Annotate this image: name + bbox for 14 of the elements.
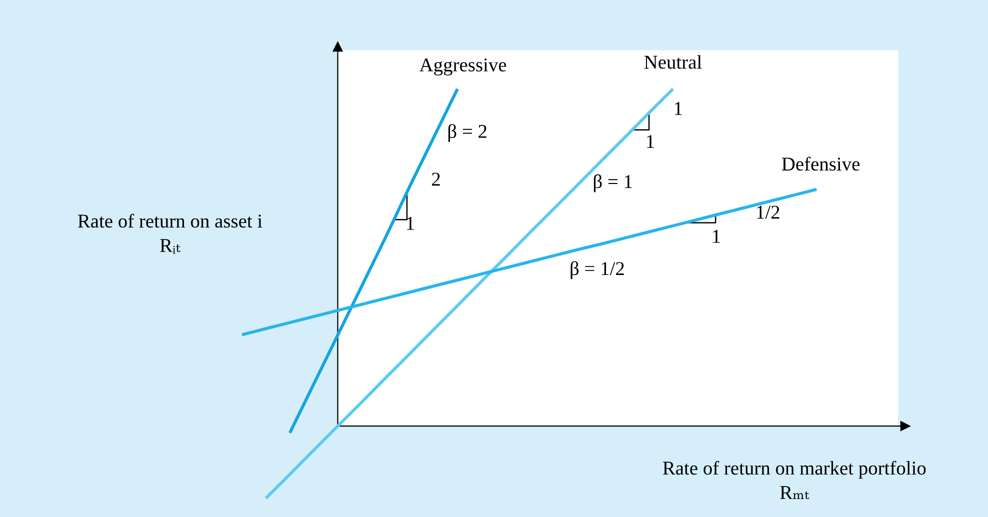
series-label: Defensive <box>782 156 860 171</box>
annotation: 1 <box>713 230 720 243</box>
annotation: β = 2 <box>448 124 486 142</box>
annotation: 1 <box>647 135 654 148</box>
x-axis-title: Rate of return on market portfolio Rₘₜ <box>662 460 926 500</box>
annotation: 1/2 <box>757 206 780 219</box>
annotation: β = 1/2 <box>570 261 624 280</box>
series-label: Neutral <box>644 55 702 69</box>
y-axis-title: Rate of return on asset i Rᵢₜ <box>78 214 262 254</box>
series-label: Aggressive <box>419 58 506 76</box>
annotation: 1 <box>674 102 682 115</box>
annotation: β = 1 <box>594 174 632 192</box>
annotation: 1 <box>407 216 414 230</box>
annotation: 2 <box>432 172 440 186</box>
